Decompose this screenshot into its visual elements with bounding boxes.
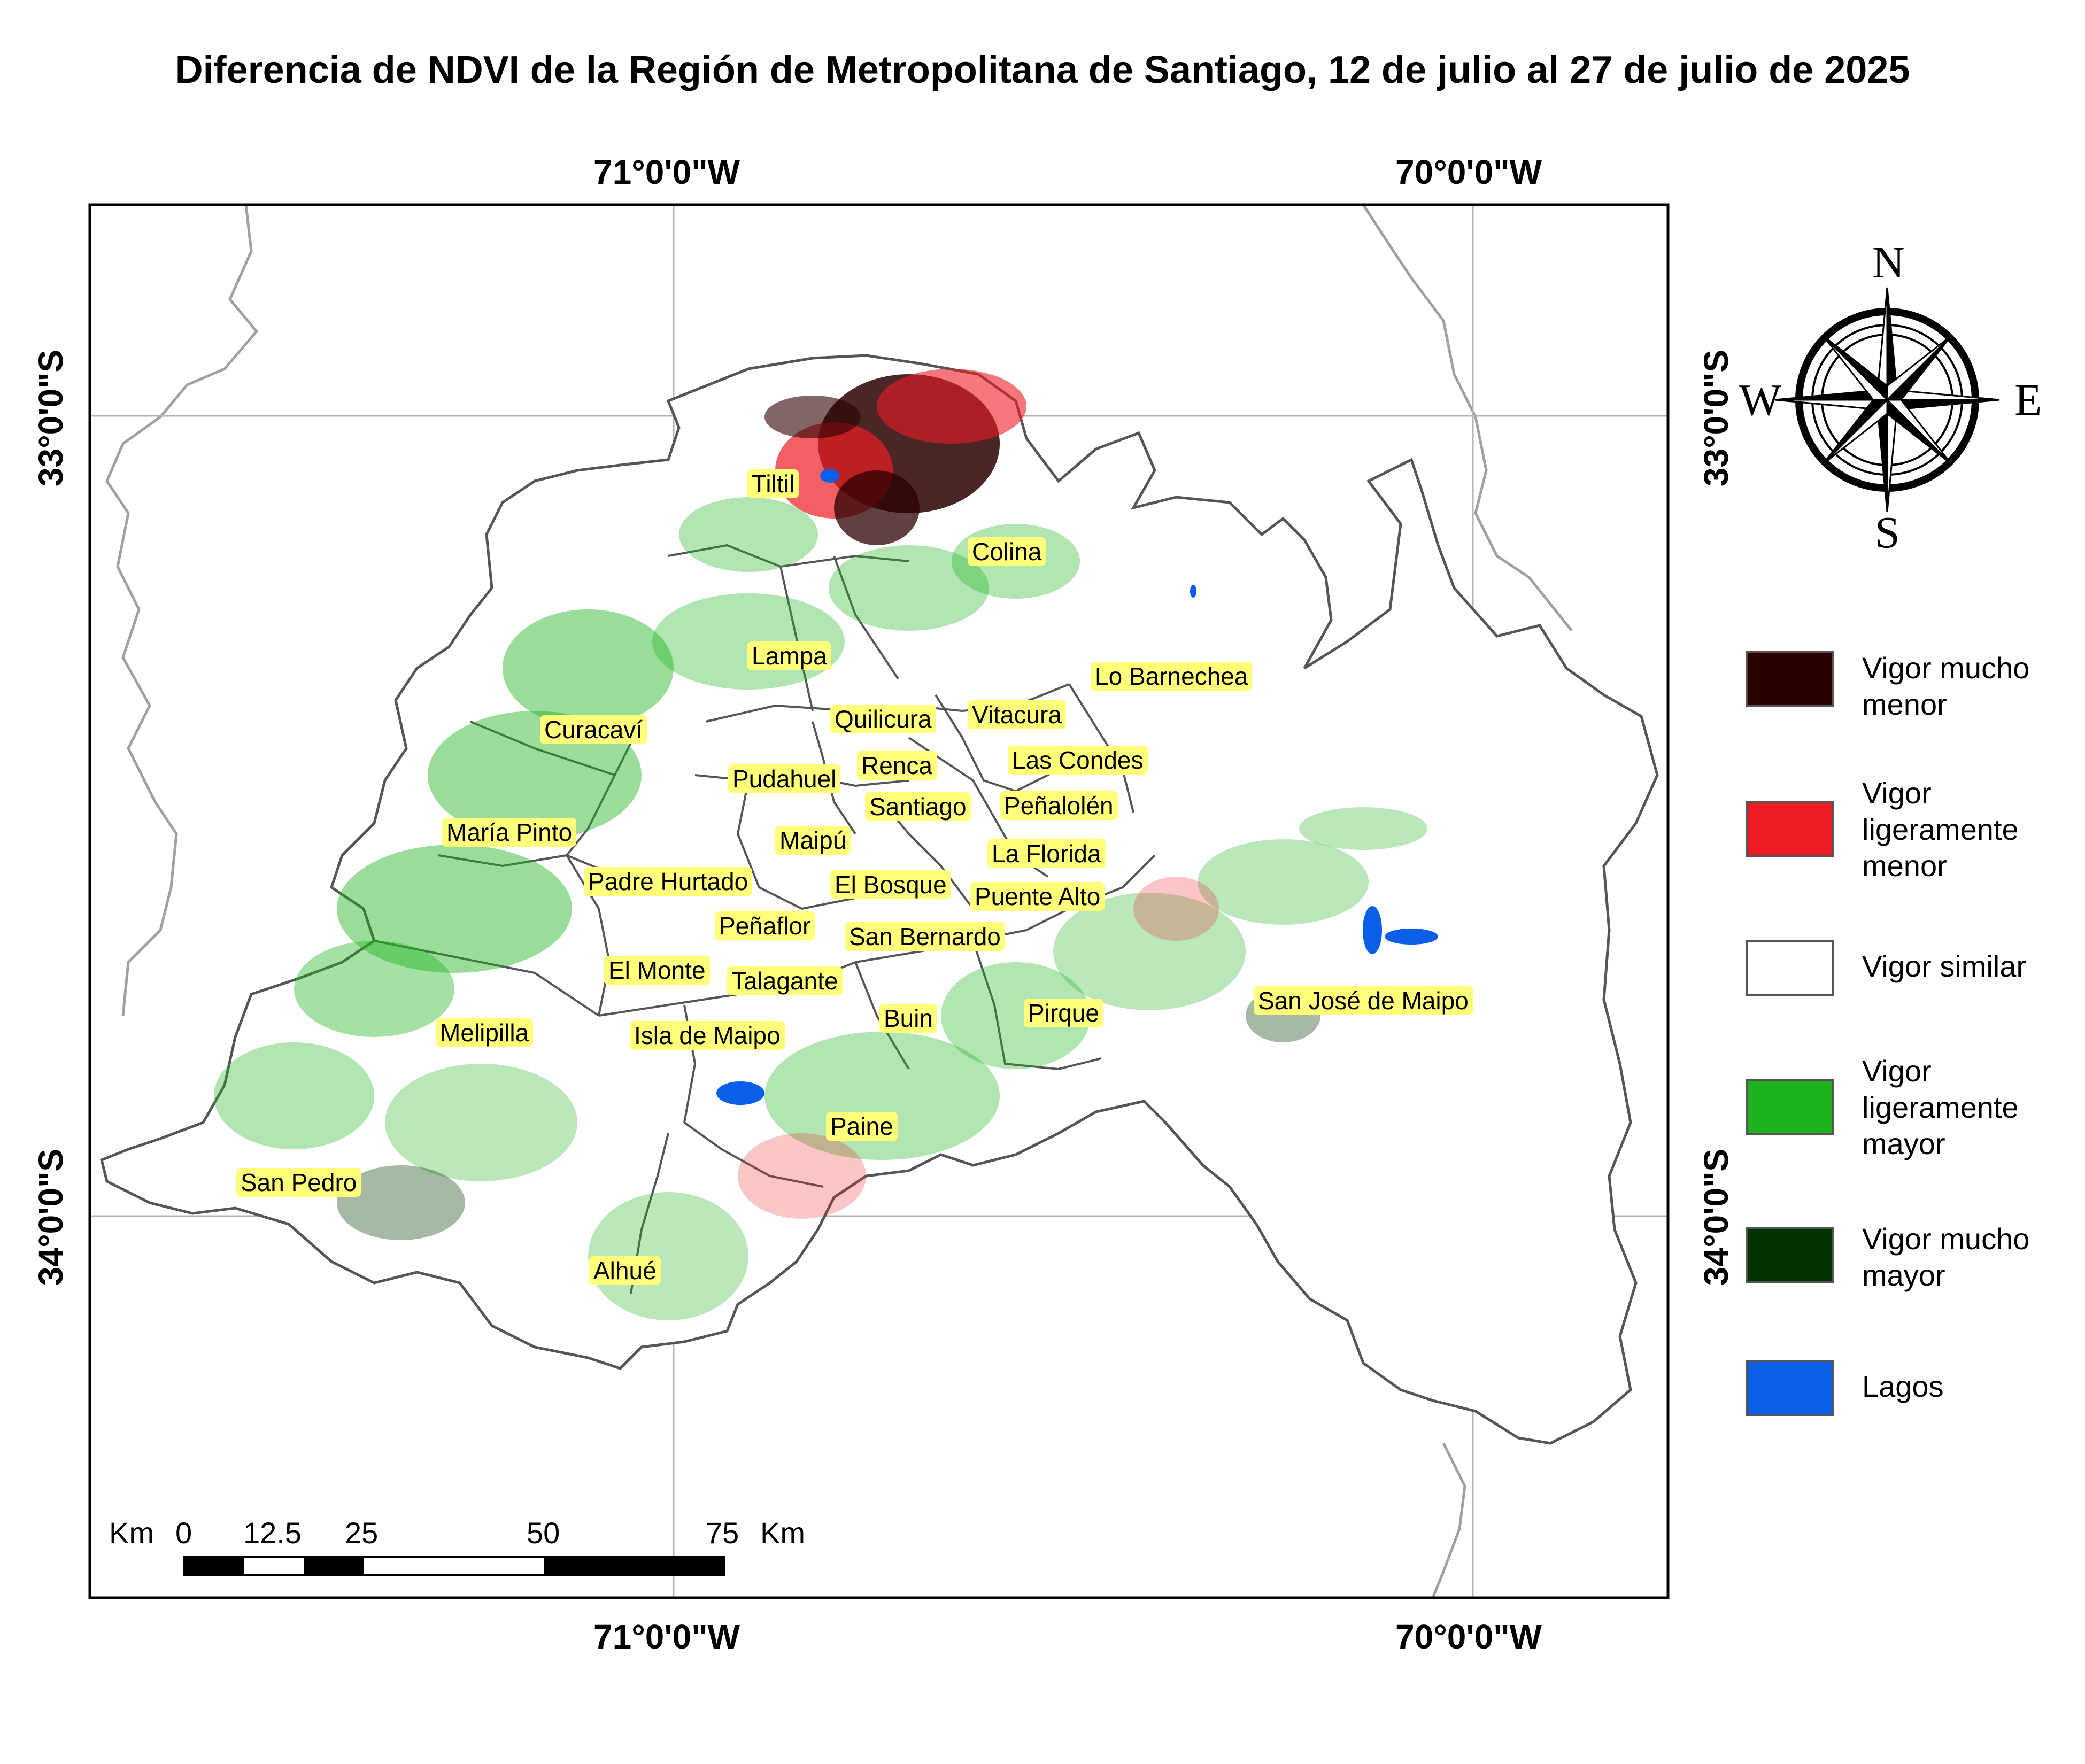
scale-tick-25: 25 <box>345 1516 379 1550</box>
commune-label: San Pedro <box>236 1168 361 1197</box>
legend-swatch <box>1746 1227 1834 1283</box>
legend-swatch <box>1746 651 1834 707</box>
legend-label: Vigor similar <box>1862 949 2027 983</box>
commune-label: Quilicura <box>830 705 936 733</box>
legend-swatch <box>1746 801 1834 857</box>
commune-label: Alhué <box>589 1256 661 1285</box>
commune-label: El Bosque <box>830 870 951 899</box>
neighbor-boundary-west <box>105 205 259 1016</box>
scale-tick-75: 75 <box>706 1516 739 1550</box>
legend-swatch <box>1746 1360 1834 1416</box>
compass-rose-icon <box>1774 287 2000 513</box>
commune-label: Paine <box>826 1112 898 1141</box>
region-outline <box>100 354 1659 1445</box>
commune-label: Isla de Maipo <box>630 1021 785 1050</box>
commune-label: San Bernardo <box>845 922 1005 951</box>
commune-label: Pudahuel <box>728 764 841 793</box>
scale-tick-0: 0 <box>175 1516 192 1550</box>
compass-south-label: S <box>1875 508 1900 558</box>
commune-label: Puente Alto <box>970 882 1105 911</box>
commune-label: María Pinto <box>442 818 577 847</box>
commune-label: Melipilla <box>436 1018 534 1047</box>
scale-bar <box>183 1556 725 1576</box>
commune-label: El Monte <box>604 956 710 985</box>
commune-label: Lo Barnechea <box>1091 662 1253 691</box>
lon-label-top-70: 70°0'0"W <box>1395 153 1542 191</box>
commune-label: Pirque <box>1024 999 1103 1027</box>
lon-label-bottom-70: 70°0'0"W <box>1395 1618 1542 1656</box>
neighbor-boundary-south <box>1431 1442 1466 1598</box>
commune-label: Vitacura <box>968 700 1066 729</box>
legend-label: Lagos <box>1862 1370 1944 1403</box>
commune-label: La Florida <box>987 839 1106 868</box>
commune-label: Maipú <box>775 826 851 855</box>
commune-label: Colina <box>968 537 1046 566</box>
scale-tick-12-5: 12.5 <box>243 1516 302 1550</box>
compass-west-label: W <box>1739 375 1782 425</box>
scale-unit-right: Km <box>760 1516 805 1550</box>
commune-label: Renca <box>857 751 937 780</box>
commune-label: Buin <box>879 1004 938 1033</box>
legend-label: Vigor ligeramente mayor <box>1862 1054 2019 1160</box>
commune-label: Peñaflor <box>715 911 815 940</box>
commune-label: Tiltil <box>747 469 799 498</box>
commune-label: Talagante <box>727 966 843 995</box>
map-frame <box>88 203 1670 1599</box>
commune-label: San José de Maipo <box>1254 986 1473 1015</box>
scale-tick-50: 50 <box>527 1516 560 1550</box>
legend-label: Vigor ligeramente menor <box>1862 776 2019 883</box>
lon-label-top-71: 71°0'0"W <box>593 153 740 191</box>
legend-label: Vigor mucho mayor <box>1862 1222 2030 1292</box>
legend-swatch <box>1746 940 1834 996</box>
lakes <box>716 469 1438 1105</box>
neighbor-boundary-east <box>1362 205 1573 632</box>
compass-north-label: N <box>1872 238 1905 288</box>
commune-label: Las Condes <box>1008 746 1148 775</box>
scale-unit-left: Km <box>109 1516 154 1550</box>
compass-east-label: E <box>2014 375 2042 425</box>
commune-label: Padre Hurtado <box>584 867 753 896</box>
lon-label-bottom-71: 71°0'0"W <box>593 1618 740 1656</box>
commune-label: Peñalolén <box>1000 791 1118 820</box>
legend-swatch <box>1746 1079 1834 1135</box>
map-title: Diferencia de NDVI de la Región de Metro… <box>175 49 1910 91</box>
commune-label: Santiago <box>865 792 971 821</box>
commune-label: Curacaví <box>540 715 647 744</box>
legend-label: Vigor mucho menor <box>1862 651 2030 721</box>
commune-label: Lampa <box>747 641 831 670</box>
